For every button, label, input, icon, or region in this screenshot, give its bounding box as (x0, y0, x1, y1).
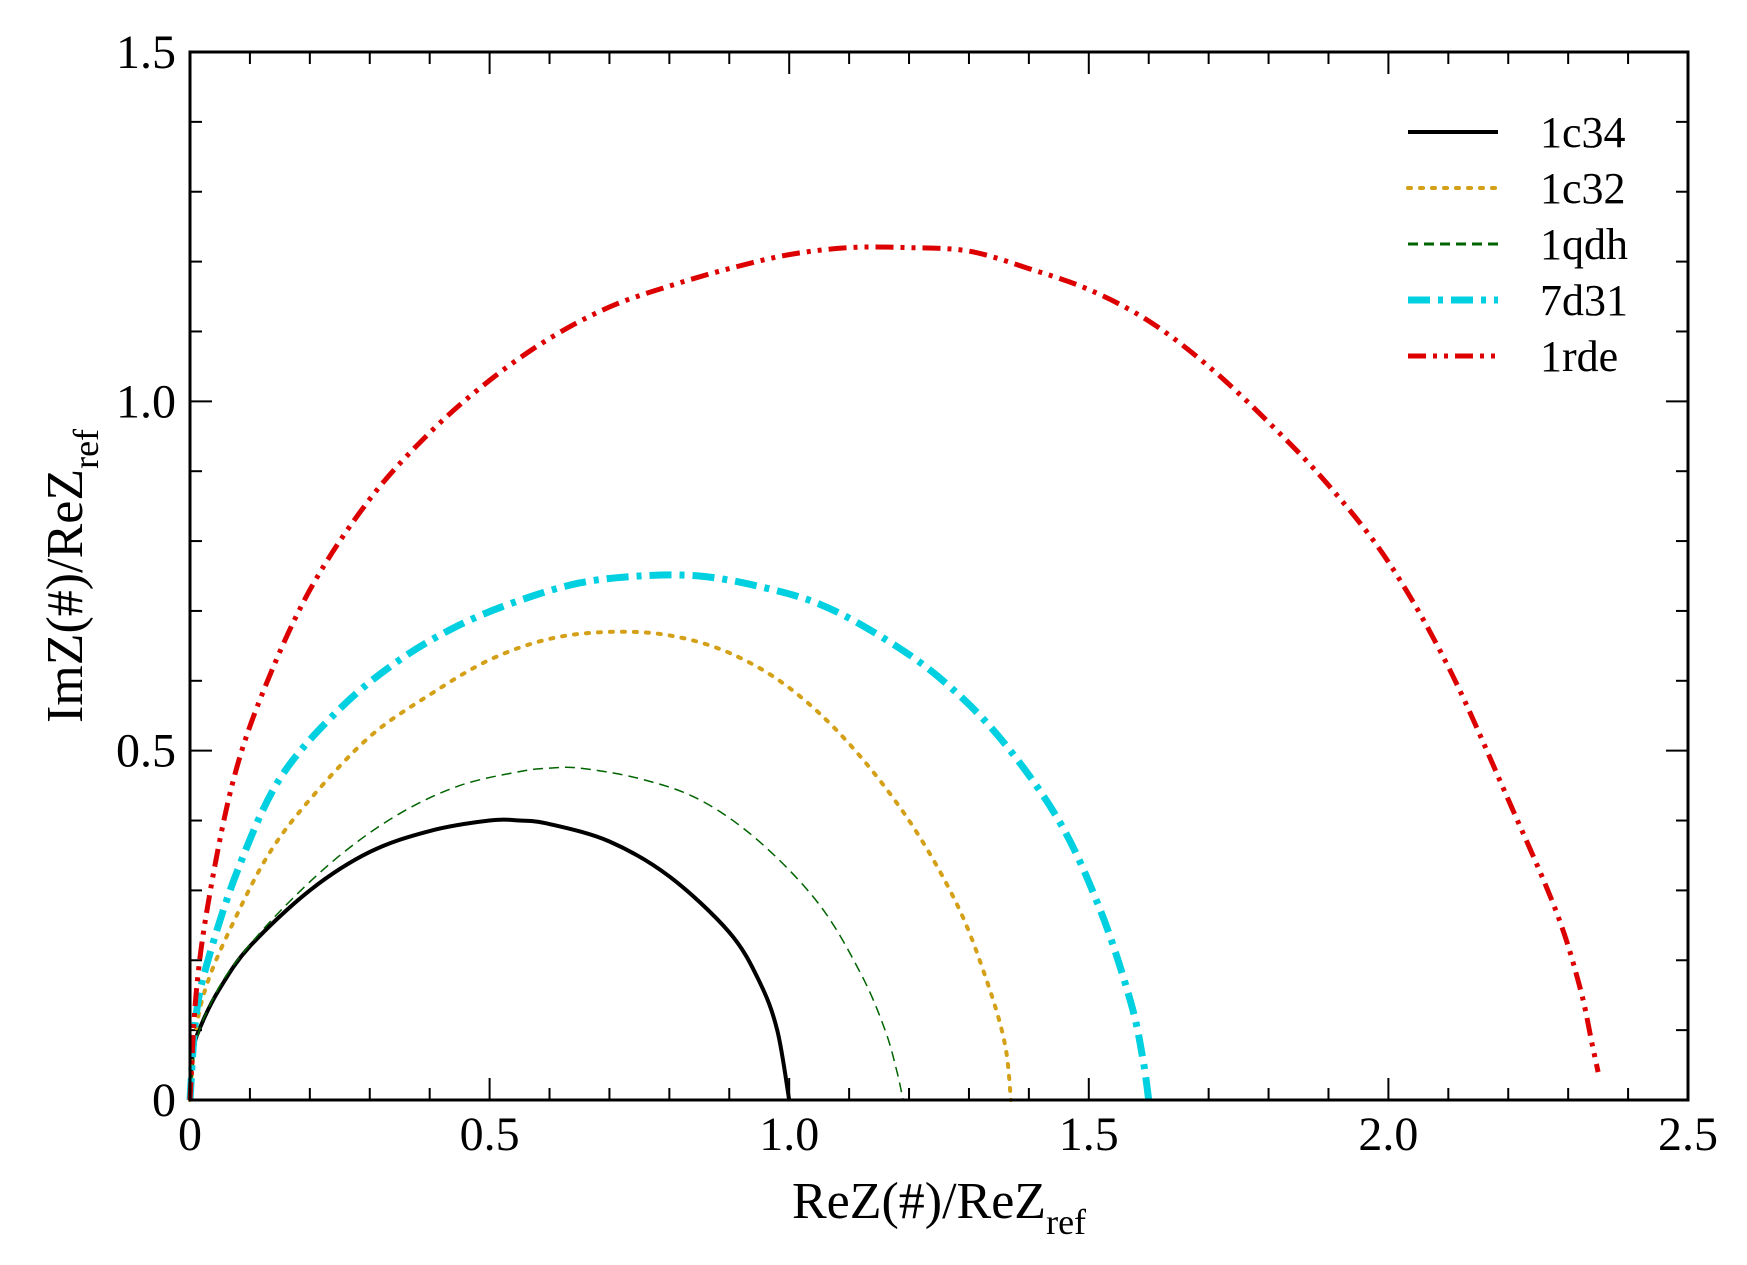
x-axis-label: ReZ(#)/ReZref (792, 1173, 1086, 1242)
x-tick-label: 2.5 (1658, 1108, 1718, 1161)
legend: 1c34 1c32 1qdh 7d31 1rde (1406, 108, 1628, 381)
series-line-7d31 (186, 571, 1153, 1101)
x-tick-label: 1.5 (1059, 1108, 1119, 1161)
x-axis-ticks: 0 0.5 1.0 1.5 2.0 2.5 (178, 52, 1718, 1161)
plot-frame (188, 50, 1690, 1102)
legend-label: 1c34 (1540, 108, 1626, 157)
legend-label: 7d31 (1540, 276, 1628, 325)
y-tick-label: 0 (152, 1074, 176, 1127)
x-axis-label-sub: ref (1046, 1202, 1086, 1242)
x-tick-label: 1.0 (759, 1108, 819, 1161)
series-line-1c32 (188, 629, 1013, 1102)
legend-label: 1c32 (1540, 164, 1626, 213)
series-line-1rde (187, 244, 1601, 1101)
legend-label: 1qdh (1540, 220, 1628, 269)
series-layer (186, 244, 1601, 1102)
x-axis-label-main: ReZ(#)/ReZ (792, 1173, 1046, 1230)
y-tick-label: 1.5 (116, 26, 176, 79)
series-line-1qdh (189, 766, 904, 1101)
series-line-1c34 (188, 817, 792, 1101)
y-axis-label-main: ImZ(#)/ReZ (37, 469, 94, 723)
x-tick-label: 0 (178, 1108, 202, 1161)
y-axis-label-sub: ref (66, 429, 106, 469)
legend-label: 1rde (1540, 332, 1618, 381)
y-tick-label: 1.0 (116, 375, 176, 428)
x-tick-label: 2.0 (1358, 1108, 1418, 1161)
y-tick-label: 0.5 (116, 725, 176, 778)
y-axis-label: ImZ(#)/ReZref (37, 429, 106, 723)
x-tick-label: 0.5 (460, 1108, 520, 1161)
